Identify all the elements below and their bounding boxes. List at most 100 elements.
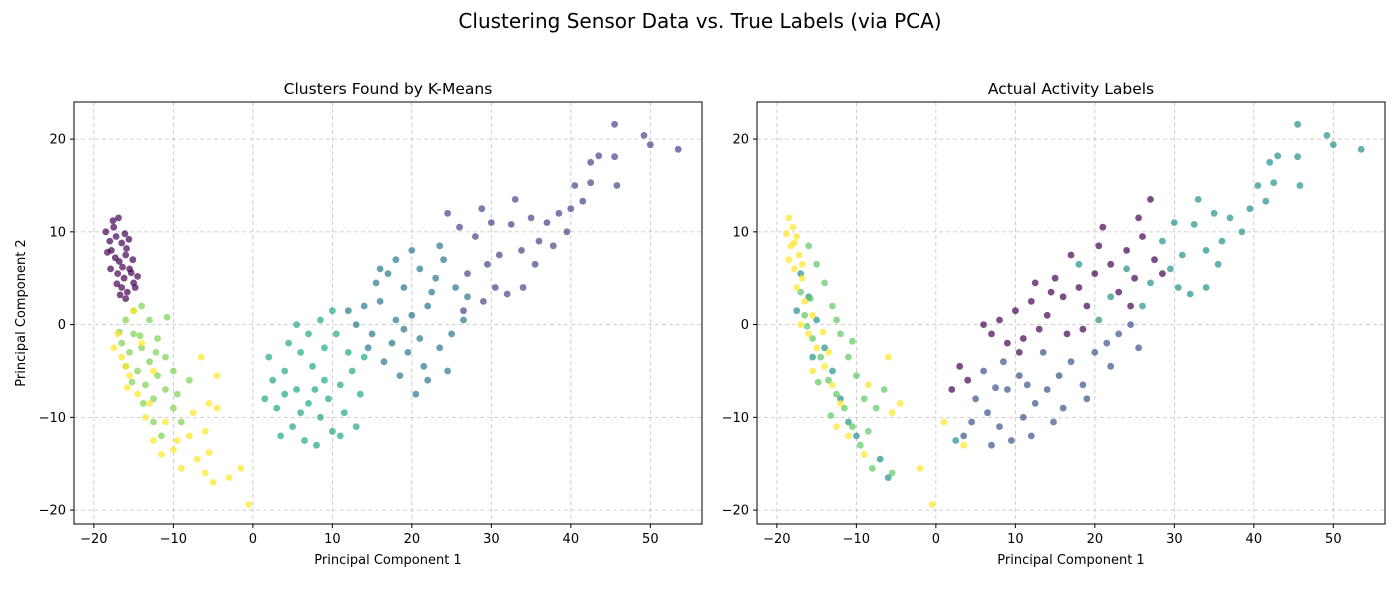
data-point bbox=[798, 274, 806, 282]
data-point bbox=[813, 344, 820, 352]
figure-suptitle: Clustering Sensor Data vs. True Labels (… bbox=[458, 9, 941, 33]
data-point bbox=[1139, 302, 1146, 310]
data-point bbox=[138, 302, 146, 310]
data-point bbox=[1039, 349, 1047, 356]
data-point bbox=[146, 400, 153, 407]
data-point bbox=[814, 378, 822, 386]
data-point bbox=[555, 209, 563, 217]
data-point bbox=[611, 153, 618, 161]
data-point bbox=[110, 344, 118, 352]
data-point bbox=[992, 384, 999, 392]
x-axis-label: Principal Component 1 bbox=[997, 553, 1144, 568]
data-point bbox=[107, 265, 114, 273]
axes-frame bbox=[756, 101, 1386, 525]
data-point bbox=[1043, 386, 1051, 393]
data-point bbox=[277, 432, 285, 440]
data-point bbox=[285, 339, 292, 347]
data-point bbox=[119, 263, 126, 271]
data-point bbox=[817, 353, 824, 361]
data-point bbox=[376, 298, 384, 305]
data-point bbox=[1270, 179, 1278, 187]
data-point bbox=[789, 223, 797, 231]
data-point bbox=[1083, 302, 1091, 310]
data-point bbox=[311, 386, 319, 393]
data-point bbox=[412, 390, 420, 398]
data-point bbox=[114, 330, 122, 338]
data-point bbox=[201, 469, 209, 477]
data-point bbox=[245, 501, 253, 508]
data-point bbox=[1139, 233, 1146, 240]
data-point bbox=[127, 269, 135, 277]
data-point bbox=[348, 367, 356, 375]
data-point bbox=[305, 400, 312, 407]
data-point bbox=[109, 217, 117, 225]
grid bbox=[757, 102, 1385, 524]
data-point bbox=[150, 418, 157, 426]
data-point bbox=[579, 197, 587, 205]
data-point bbox=[876, 455, 884, 463]
x-tick-label: 50 bbox=[1325, 532, 1342, 547]
data-point bbox=[325, 395, 332, 403]
data-point bbox=[432, 274, 440, 282]
data-point bbox=[317, 316, 324, 324]
data-point bbox=[833, 316, 840, 324]
data-point bbox=[821, 279, 828, 287]
data-point bbox=[813, 316, 820, 324]
data-point bbox=[154, 335, 161, 342]
y-tick-label: 10 bbox=[732, 225, 749, 240]
data-point bbox=[360, 302, 368, 310]
data-point bbox=[948, 386, 956, 393]
data-point bbox=[416, 265, 424, 273]
data-point bbox=[344, 349, 352, 356]
data-point bbox=[189, 409, 197, 417]
data-point bbox=[134, 390, 142, 398]
y-axis-ticks: −20 −10 0 10 20 bbox=[722, 133, 757, 519]
data-point bbox=[1095, 242, 1103, 250]
data-point bbox=[833, 423, 840, 430]
data-point bbox=[1115, 330, 1123, 338]
data-point bbox=[444, 209, 451, 217]
data-point bbox=[1167, 265, 1174, 273]
data-point bbox=[146, 316, 153, 324]
data-point bbox=[964, 376, 972, 384]
data-point bbox=[396, 372, 404, 379]
data-point bbox=[150, 395, 157, 403]
data-point bbox=[487, 219, 495, 227]
data-point bbox=[237, 465, 245, 472]
data-point bbox=[797, 288, 805, 296]
data-point bbox=[1174, 284, 1182, 291]
data-point bbox=[1107, 260, 1115, 268]
data-point bbox=[321, 344, 328, 352]
data-point bbox=[146, 358, 153, 366]
scatter-points bbox=[102, 120, 682, 508]
data-point bbox=[177, 465, 185, 472]
x-tick-label: 30 bbox=[483, 532, 500, 547]
data-point bbox=[491, 284, 499, 291]
data-point bbox=[444, 367, 451, 375]
data-point bbox=[984, 409, 991, 417]
data-point bbox=[511, 196, 519, 203]
data-point bbox=[801, 311, 809, 319]
axes-actual: Actual Activity Labels −20 −10 0 10 20 30 40 50… bbox=[722, 80, 1386, 568]
data-point bbox=[795, 251, 803, 259]
data-point bbox=[1004, 386, 1011, 393]
y-tick-label: −20 bbox=[39, 504, 66, 519]
data-point bbox=[293, 321, 300, 328]
data-point bbox=[1015, 372, 1023, 379]
data-point bbox=[972, 395, 979, 403]
data-point bbox=[122, 251, 130, 259]
data-point bbox=[1357, 145, 1365, 153]
data-point bbox=[289, 423, 296, 430]
data-point bbox=[825, 349, 832, 356]
data-point bbox=[674, 145, 682, 153]
y-tick-label: 20 bbox=[732, 133, 749, 148]
data-point bbox=[478, 205, 486, 213]
data-point bbox=[106, 237, 114, 245]
data-point bbox=[356, 390, 364, 398]
data-point bbox=[821, 362, 828, 370]
data-point bbox=[321, 376, 328, 384]
axes-title: Clusters Found by K-Means bbox=[284, 80, 493, 98]
data-point bbox=[484, 260, 491, 268]
data-point bbox=[130, 330, 138, 338]
data-point bbox=[261, 395, 269, 403]
